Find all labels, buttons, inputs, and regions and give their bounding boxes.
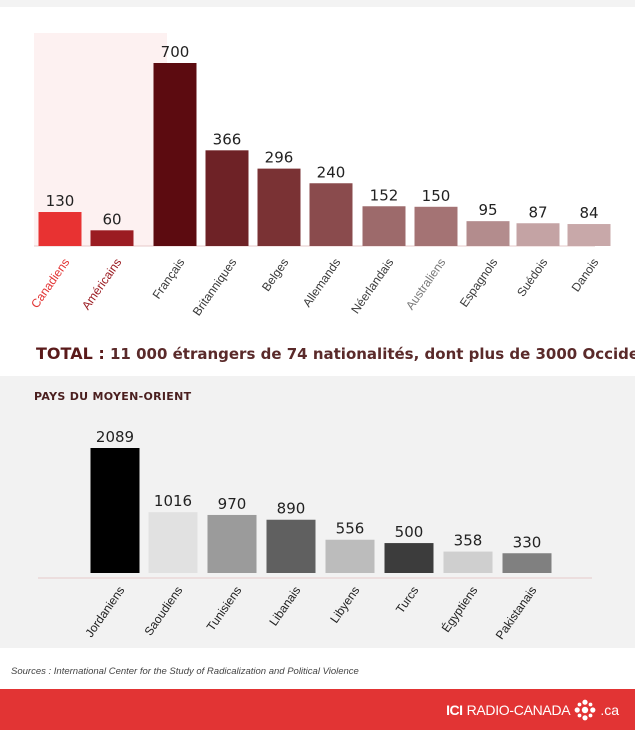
sources-note: Sources : International Center for the S… bbox=[11, 666, 359, 677]
category-label-libanais: Libanais bbox=[266, 584, 303, 629]
value-label-allemands: 240 bbox=[317, 163, 346, 181]
category-label-pakistanais: Pakistanais bbox=[493, 584, 540, 642]
category-label-libyens: Libyens bbox=[327, 584, 362, 626]
bar-canadiens bbox=[38, 212, 82, 246]
highlight-panel bbox=[34, 33, 167, 246]
category-label-saoudiens: Saoudiens bbox=[141, 584, 185, 638]
brand-name: RADIO-CANADA bbox=[466, 702, 571, 718]
bar-neerlandais bbox=[362, 206, 406, 246]
radio-canada-gem-icon bbox=[574, 699, 596, 721]
value-label-belges: 296 bbox=[265, 149, 294, 167]
value-label-espagnols: 95 bbox=[478, 201, 497, 219]
value-label-jordaniens: 2089 bbox=[96, 428, 134, 446]
value-label-turcs: 500 bbox=[395, 523, 424, 541]
category-label-tunisiens: Tunisiens bbox=[204, 584, 245, 634]
bar-tunisiens bbox=[207, 514, 257, 573]
bar-turcs bbox=[384, 543, 434, 573]
top-stripe bbox=[0, 0, 635, 7]
value-label-canadiens: 130 bbox=[46, 192, 75, 210]
total-text: 11 000 étrangers de 74 nationalités, don… bbox=[109, 345, 635, 363]
bar-libanais bbox=[266, 519, 316, 573]
category-label-turcs: Turcs bbox=[393, 584, 421, 616]
bar-belges bbox=[257, 168, 301, 246]
value-label-libanais: 890 bbox=[277, 500, 306, 518]
bar-libyens bbox=[325, 539, 375, 573]
bar-americains bbox=[90, 230, 134, 246]
sources-text: International Center for the Study of Ra… bbox=[53, 666, 359, 677]
total-label: TOTAL : bbox=[36, 344, 105, 363]
bar-espagnols bbox=[466, 221, 510, 246]
value-label-tunisiens: 970 bbox=[218, 495, 247, 513]
value-label-suedois: 87 bbox=[528, 203, 547, 221]
value-label-americains: 60 bbox=[102, 210, 121, 228]
category-label-jordaniens: Jordaniens bbox=[82, 584, 127, 640]
bar-britanniques bbox=[205, 150, 249, 246]
value-label-neerlandais: 152 bbox=[370, 186, 399, 204]
bar-saoudiens bbox=[148, 512, 198, 573]
bar-australiens bbox=[414, 206, 458, 246]
brand-ici: ICI bbox=[446, 702, 463, 718]
bar-jordaniens bbox=[90, 448, 140, 573]
brand-tld: .ca bbox=[600, 702, 619, 718]
chart-middle-east: 2089 1016 970 890 556 500 358 330 Jordaniens Sao… bbox=[38, 428, 592, 642]
value-label-saoudiens: 1016 bbox=[154, 492, 192, 510]
value-label-danois: 84 bbox=[579, 204, 598, 222]
value-label-australiens: 150 bbox=[422, 187, 451, 205]
category-label-egyptiens: Égyptiens bbox=[438, 583, 481, 635]
value-label-britanniques: 366 bbox=[213, 130, 242, 148]
bar-danois bbox=[567, 224, 611, 246]
value-label-egyptiens: 358 bbox=[454, 532, 483, 550]
brand-logo[interactable]: ICI RADIO-CANADA .ca bbox=[446, 699, 619, 721]
bar-pakistanais bbox=[502, 553, 552, 573]
value-label-pakistanais: 330 bbox=[513, 533, 542, 551]
total-summary: TOTAL : 11 000 étrangers de 74 nationali… bbox=[36, 344, 635, 363]
middle-east-title: PAYS DU MOYEN-ORIENT bbox=[34, 390, 192, 403]
bar-egyptiens bbox=[443, 551, 493, 573]
bar-francais bbox=[153, 63, 197, 246]
footer-bar: ICI RADIO-CANADA .ca bbox=[0, 689, 635, 730]
value-label-libyens: 556 bbox=[336, 520, 365, 538]
value-label-francais: 700 bbox=[161, 43, 190, 61]
sources-label: Sources : bbox=[11, 666, 52, 677]
bar-allemands bbox=[309, 183, 353, 246]
bar-suedois bbox=[516, 223, 560, 246]
